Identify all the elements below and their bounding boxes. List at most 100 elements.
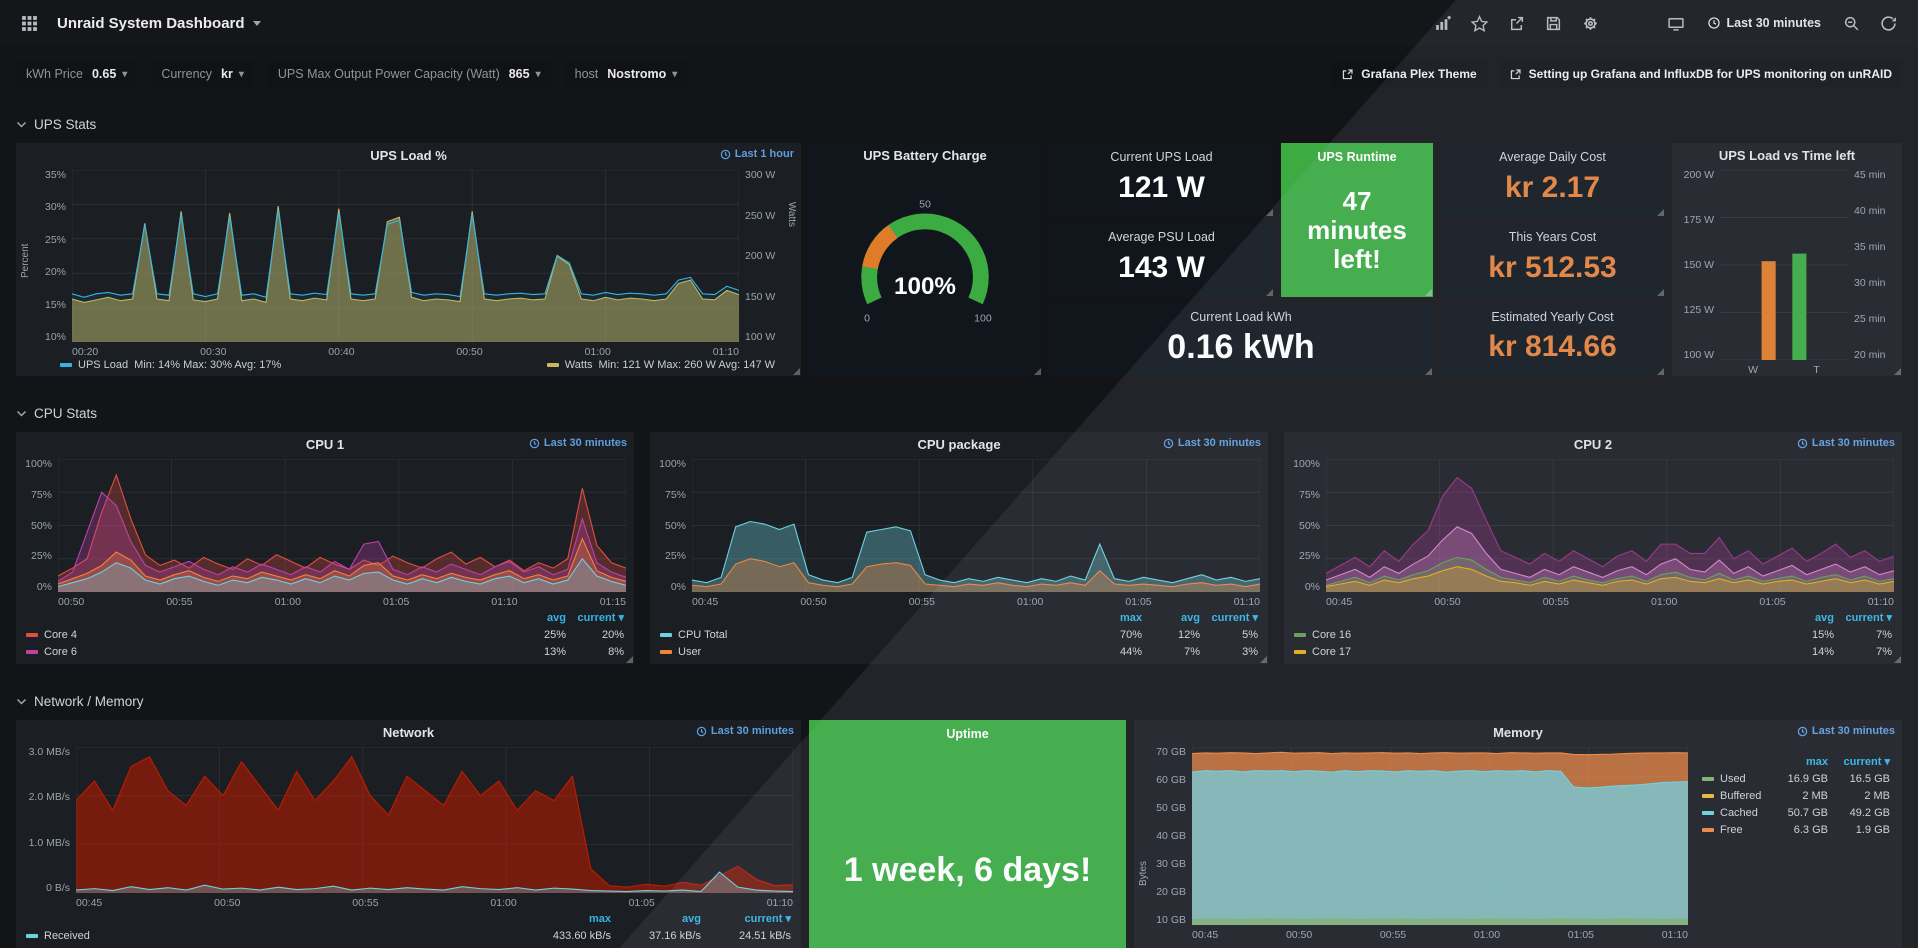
series-name[interactable]: User [678,645,702,658]
legend-col-avg[interactable]: avg [682,912,701,925]
caret-down-icon: ▾ [672,68,678,80]
series-name[interactable]: CPU Total [678,628,728,641]
series-name[interactable]: Core 4 [44,628,78,641]
series-swatch[interactable] [26,632,38,637]
legend-col-avg[interactable]: avg [547,611,566,624]
section-cpu-stats[interactable]: CPU Stats [16,400,1902,426]
series-swatch[interactable] [1702,776,1714,781]
share-icon[interactable] [1501,10,1532,37]
legend-col-max[interactable]: max [1119,611,1142,624]
legend-col-current[interactable]: current [1834,611,1892,624]
series-swatch[interactable] [1702,810,1714,815]
panel-title[interactable]: UPS Load % [370,148,447,163]
panel-title[interactable]: UPS Runtime [1317,150,1397,164]
panel-title[interactable]: Average PSU Load [1108,230,1215,244]
cpu2-legend: avg current Core 16 15% 7% Core 17 14% 7… [1284,608,1902,664]
settings-gear-icon[interactable] [1575,10,1606,37]
y-axis-tick: 25% [30,550,52,563]
cpu1-chart[interactable] [58,459,626,592]
panel-title[interactable]: Uptime [946,727,989,741]
series-name[interactable]: Sent [44,947,67,948]
legend-row: Core 16 15% 7% [1294,626,1892,643]
variable-kwh-price: kWh Price 0.65 ▾ [16,61,138,87]
memory-chart[interactable] [1192,747,1688,925]
series-name[interactable]: Received [44,929,90,942]
variable-value-dropdown[interactable]: kr ▾ [221,67,244,81]
section-network-memory[interactable]: Network / Memory [16,688,1902,714]
section-ups-stats[interactable]: UPS Stats [16,111,1902,137]
panel-title[interactable]: CPU package [917,437,1001,452]
y-axis-left: 200 W 175 W 150 W 125 W 100 W [1676,170,1720,361]
legend-col-current[interactable]: current [566,611,624,624]
legend-item: Watts Min: 121 W Max: 260 W Avg: 147 W [546,359,775,371]
series-name[interactable]: Cached [1720,806,1758,819]
series-name[interactable]: Core 17 [1312,645,1352,658]
legend-col-avg[interactable]: avg [1815,611,1834,624]
y-axis-tick: 60 GB [1156,774,1186,786]
legend-col-current[interactable]: current [701,912,791,925]
ups-load-chart[interactable] [72,170,739,342]
panel-title[interactable]: Memory [1493,725,1543,740]
link-grafana-influxdb-guide[interactable]: Setting up Grafana and InfluxDB for UPS … [1498,61,1902,87]
dashboard-title-dropdown[interactable]: Unraid System Dashboard [57,15,262,32]
panel-title[interactable]: This Years Cost [1508,230,1597,244]
x-axis-tick: 00:55 [1379,929,1407,941]
refresh-icon[interactable] [1873,10,1904,37]
series-max: 2 MB [1802,789,1828,802]
legend-row: Free 6.3 GB 1.9 GB [1702,821,1890,838]
series-name[interactable]: Watts [564,359,593,371]
legend-col-max[interactable]: max [588,912,611,925]
apps-grid-icon[interactable] [14,10,45,37]
series-swatch[interactable] [546,363,559,367]
legend-col-current[interactable]: current [1200,611,1258,624]
network-chart[interactable] [76,747,793,893]
panel-title[interactable]: CPU 1 [305,437,345,452]
series-swatch[interactable] [1294,632,1306,637]
series-stats: Min: 121 W Max: 260 W Avg: 147 W [598,359,775,371]
series-avg: 37.16 kB/s [649,929,701,942]
variable-value-dropdown[interactable]: 0.65 ▾ [91,67,128,81]
series-swatch[interactable] [60,363,72,367]
series-name[interactable]: UPS Load [78,359,129,371]
series-name[interactable]: Buffered [1720,789,1762,802]
panel-title[interactable]: CPU 2 [1573,437,1613,452]
variable-value-dropdown[interactable]: Nostromo ▾ [607,67,678,81]
cpu2-chart[interactable] [1326,459,1894,592]
series-swatch[interactable] [26,933,38,938]
legend-col-max[interactable]: max [1805,755,1828,768]
panel-title[interactable]: UPS Load vs Time left [1718,148,1856,163]
zoom-out-icon[interactable] [1836,10,1867,37]
series-name[interactable]: Used [1720,772,1746,785]
ups-load-vs-time-chart[interactable] [1720,170,1848,360]
y-axis-tick: 125 W [1683,304,1714,316]
series-swatch[interactable] [660,632,672,637]
save-icon[interactable] [1538,10,1569,37]
series-swatch[interactable] [1702,827,1714,832]
series-swatch[interactable] [1702,793,1714,798]
variable-value-dropdown[interactable]: 865 ▾ [508,67,541,81]
clock-icon [1163,438,1174,448]
star-icon[interactable] [1464,10,1495,37]
series-swatch[interactable] [26,649,38,654]
stat-value: kr 2.17 [1504,170,1601,204]
x-axis-tick: 00:40 [328,346,355,358]
panel-title[interactable]: Network [382,725,435,740]
add-panel-icon[interactable] [1427,10,1458,37]
panel-title[interactable]: Estimated Yearly Cost [1491,310,1614,324]
panel-title[interactable]: Current UPS Load [1110,150,1213,164]
legend-col-avg[interactable]: avg [1181,611,1200,624]
time-range-picker[interactable]: Last 30 minutes [1698,11,1830,35]
series-name[interactable]: Free [1720,823,1743,836]
tv-mode-icon[interactable] [1660,10,1692,37]
series-name[interactable]: Core 16 [1312,628,1352,641]
panel-title[interactable]: Current Load kWh [1190,310,1292,324]
link-grafana-plex-theme[interactable]: Grafana Plex Theme [1331,61,1487,87]
panel-title[interactable]: Average Daily Cost [1499,150,1606,164]
cpu-package-chart[interactable] [692,459,1260,592]
panel-ups-runtime: UPS Runtime 47 minutes left! [1281,143,1433,297]
panel-title[interactable]: UPS Battery Charge [863,148,987,163]
series-swatch[interactable] [660,649,672,654]
legend-col-current[interactable]: current [1828,755,1890,768]
series-swatch[interactable] [1294,649,1306,654]
series-name[interactable]: Core 6 [44,645,78,658]
